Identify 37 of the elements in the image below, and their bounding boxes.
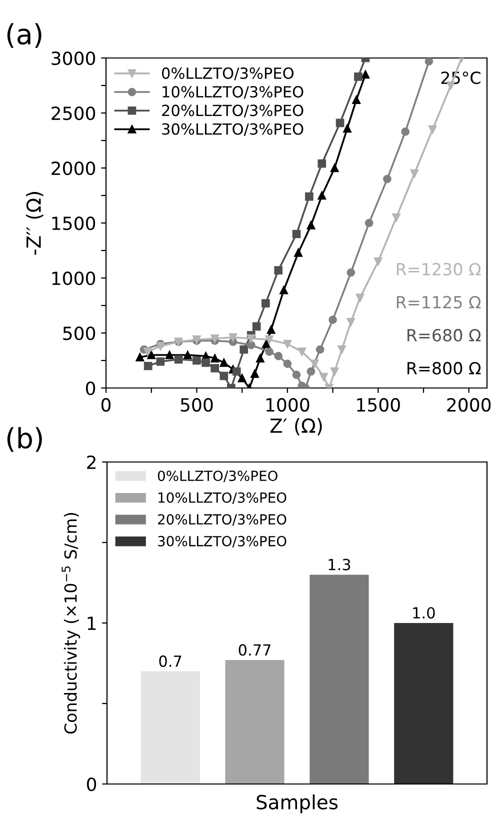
x-tick-label: 1000 — [266, 398, 310, 412]
y-axis-title: Conductivity (×10$^{−5}$ S/cm) — [62, 512, 80, 734]
y-tick-label: 2 — [87, 455, 96, 469]
data-label: 1.3 — [328, 558, 350, 570]
y-tick-label: 1 — [88, 616, 96, 630]
y-axis-title: -Z′′ (Ω) — [26, 192, 44, 255]
x-tick-label: 0 — [101, 398, 111, 412]
legend-label: 20%LLZTO/3%PEO — [158, 514, 286, 526]
y-tick-label: 1000 — [52, 271, 96, 286]
annotation: R=1125 Ω — [396, 296, 481, 308]
data-label: 0.77 — [238, 644, 270, 656]
annotation: R=800 Ω — [408, 362, 481, 374]
legend-label: 0%LLZTO/3%PEO — [162, 67, 294, 80]
data-label: 1.0 — [413, 607, 435, 619]
x-tick-label: 1500 — [357, 398, 400, 412]
legend-label: 10%LLZTO/3%PEO — [158, 492, 286, 504]
y-tick-label: 0 — [86, 777, 96, 792]
annotation: R=680 Ω — [408, 328, 481, 342]
legend-label: 30%LLZTO/3%PEO — [162, 123, 304, 136]
legend-label: 20%LLZTO/3%PEO — [162, 104, 304, 118]
x-tick-label: 500 — [180, 398, 213, 412]
data-label: 0.7 — [159, 655, 182, 667]
legend-label: 0%LLZTO/3%PEO — [158, 470, 278, 482]
text: (a) — [7, 23, 42, 48]
y-tick-label: 0 — [86, 381, 96, 396]
legend-label: 10%LLZTO/3%PEO — [162, 86, 304, 99]
y-tick-label: 3000 — [52, 51, 96, 66]
x-tick-label: 2000 — [447, 398, 491, 412]
text: (b) — [7, 427, 42, 452]
y-tick-label: 2500 — [52, 106, 96, 120]
x-axis-title: Z′ (Ω) — [270, 418, 322, 436]
x-axis-title: Samples — [256, 794, 338, 814]
y-tick-label: 500 — [63, 326, 96, 340]
legend-label: 30%LLZTO/3%PEO — [158, 536, 286, 548]
y-tick-label: 2000 — [52, 161, 96, 176]
y-tick-label: 1500 — [52, 216, 96, 230]
annotation: R=1230 Ω — [396, 262, 481, 276]
